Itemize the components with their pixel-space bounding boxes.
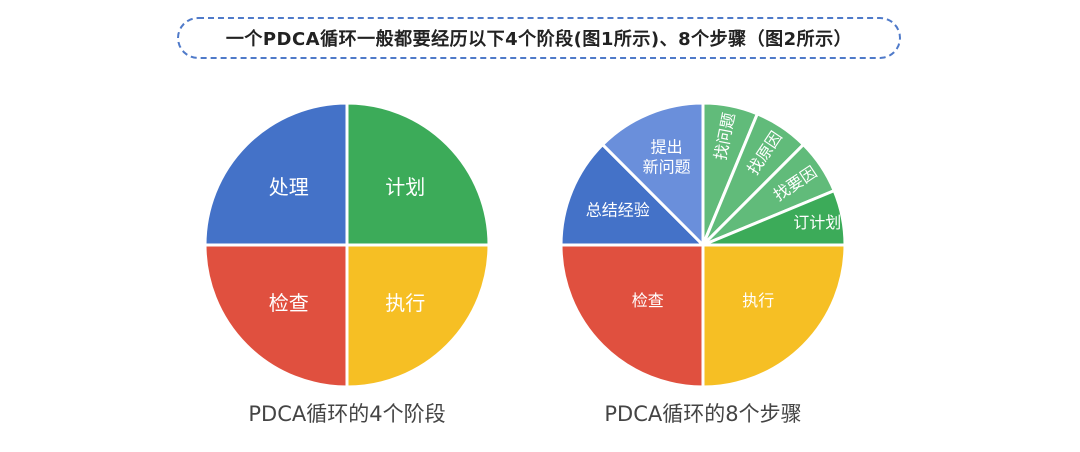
chart0-slice-2 xyxy=(203,243,349,389)
chart0-label-0: 计划 xyxy=(385,175,425,199)
chart1-label-3: 订计划 xyxy=(793,213,841,232)
chart0-slice-3 xyxy=(203,101,349,247)
chart1-label-4: 执行 xyxy=(742,291,774,310)
chart1-label-5: 检查 xyxy=(632,291,664,310)
title-banner: 一个PDCA循环一般都要经历以下4个阶段(图1所示)、8个步骤（图2所示） xyxy=(177,17,901,59)
chart1-label-6: 总结经验 xyxy=(586,200,650,219)
chart1-slice-7 xyxy=(600,101,705,249)
chart0-slice-0 xyxy=(345,101,491,247)
chart1-label-7: 提出新问题 xyxy=(643,138,691,177)
chart0-label-1: 执行 xyxy=(385,291,425,315)
title-text: 一个PDCA循环一般都要经历以下4个阶段(图1所示)、8个步骤（图2所示） xyxy=(225,29,853,50)
chart0-label-2: 检查 xyxy=(269,291,309,315)
chart0-slice-1 xyxy=(345,243,491,389)
chart1-slice-5 xyxy=(559,243,705,389)
caption-4-stages: PDCA循环的4个阶段 xyxy=(248,402,446,426)
chart0-label-3: 处理 xyxy=(269,175,309,199)
chart1-slice-6 xyxy=(559,142,707,247)
chart1-slice-4 xyxy=(701,243,847,389)
caption-8-steps: PDCA循环的8个步骤 xyxy=(604,402,802,426)
